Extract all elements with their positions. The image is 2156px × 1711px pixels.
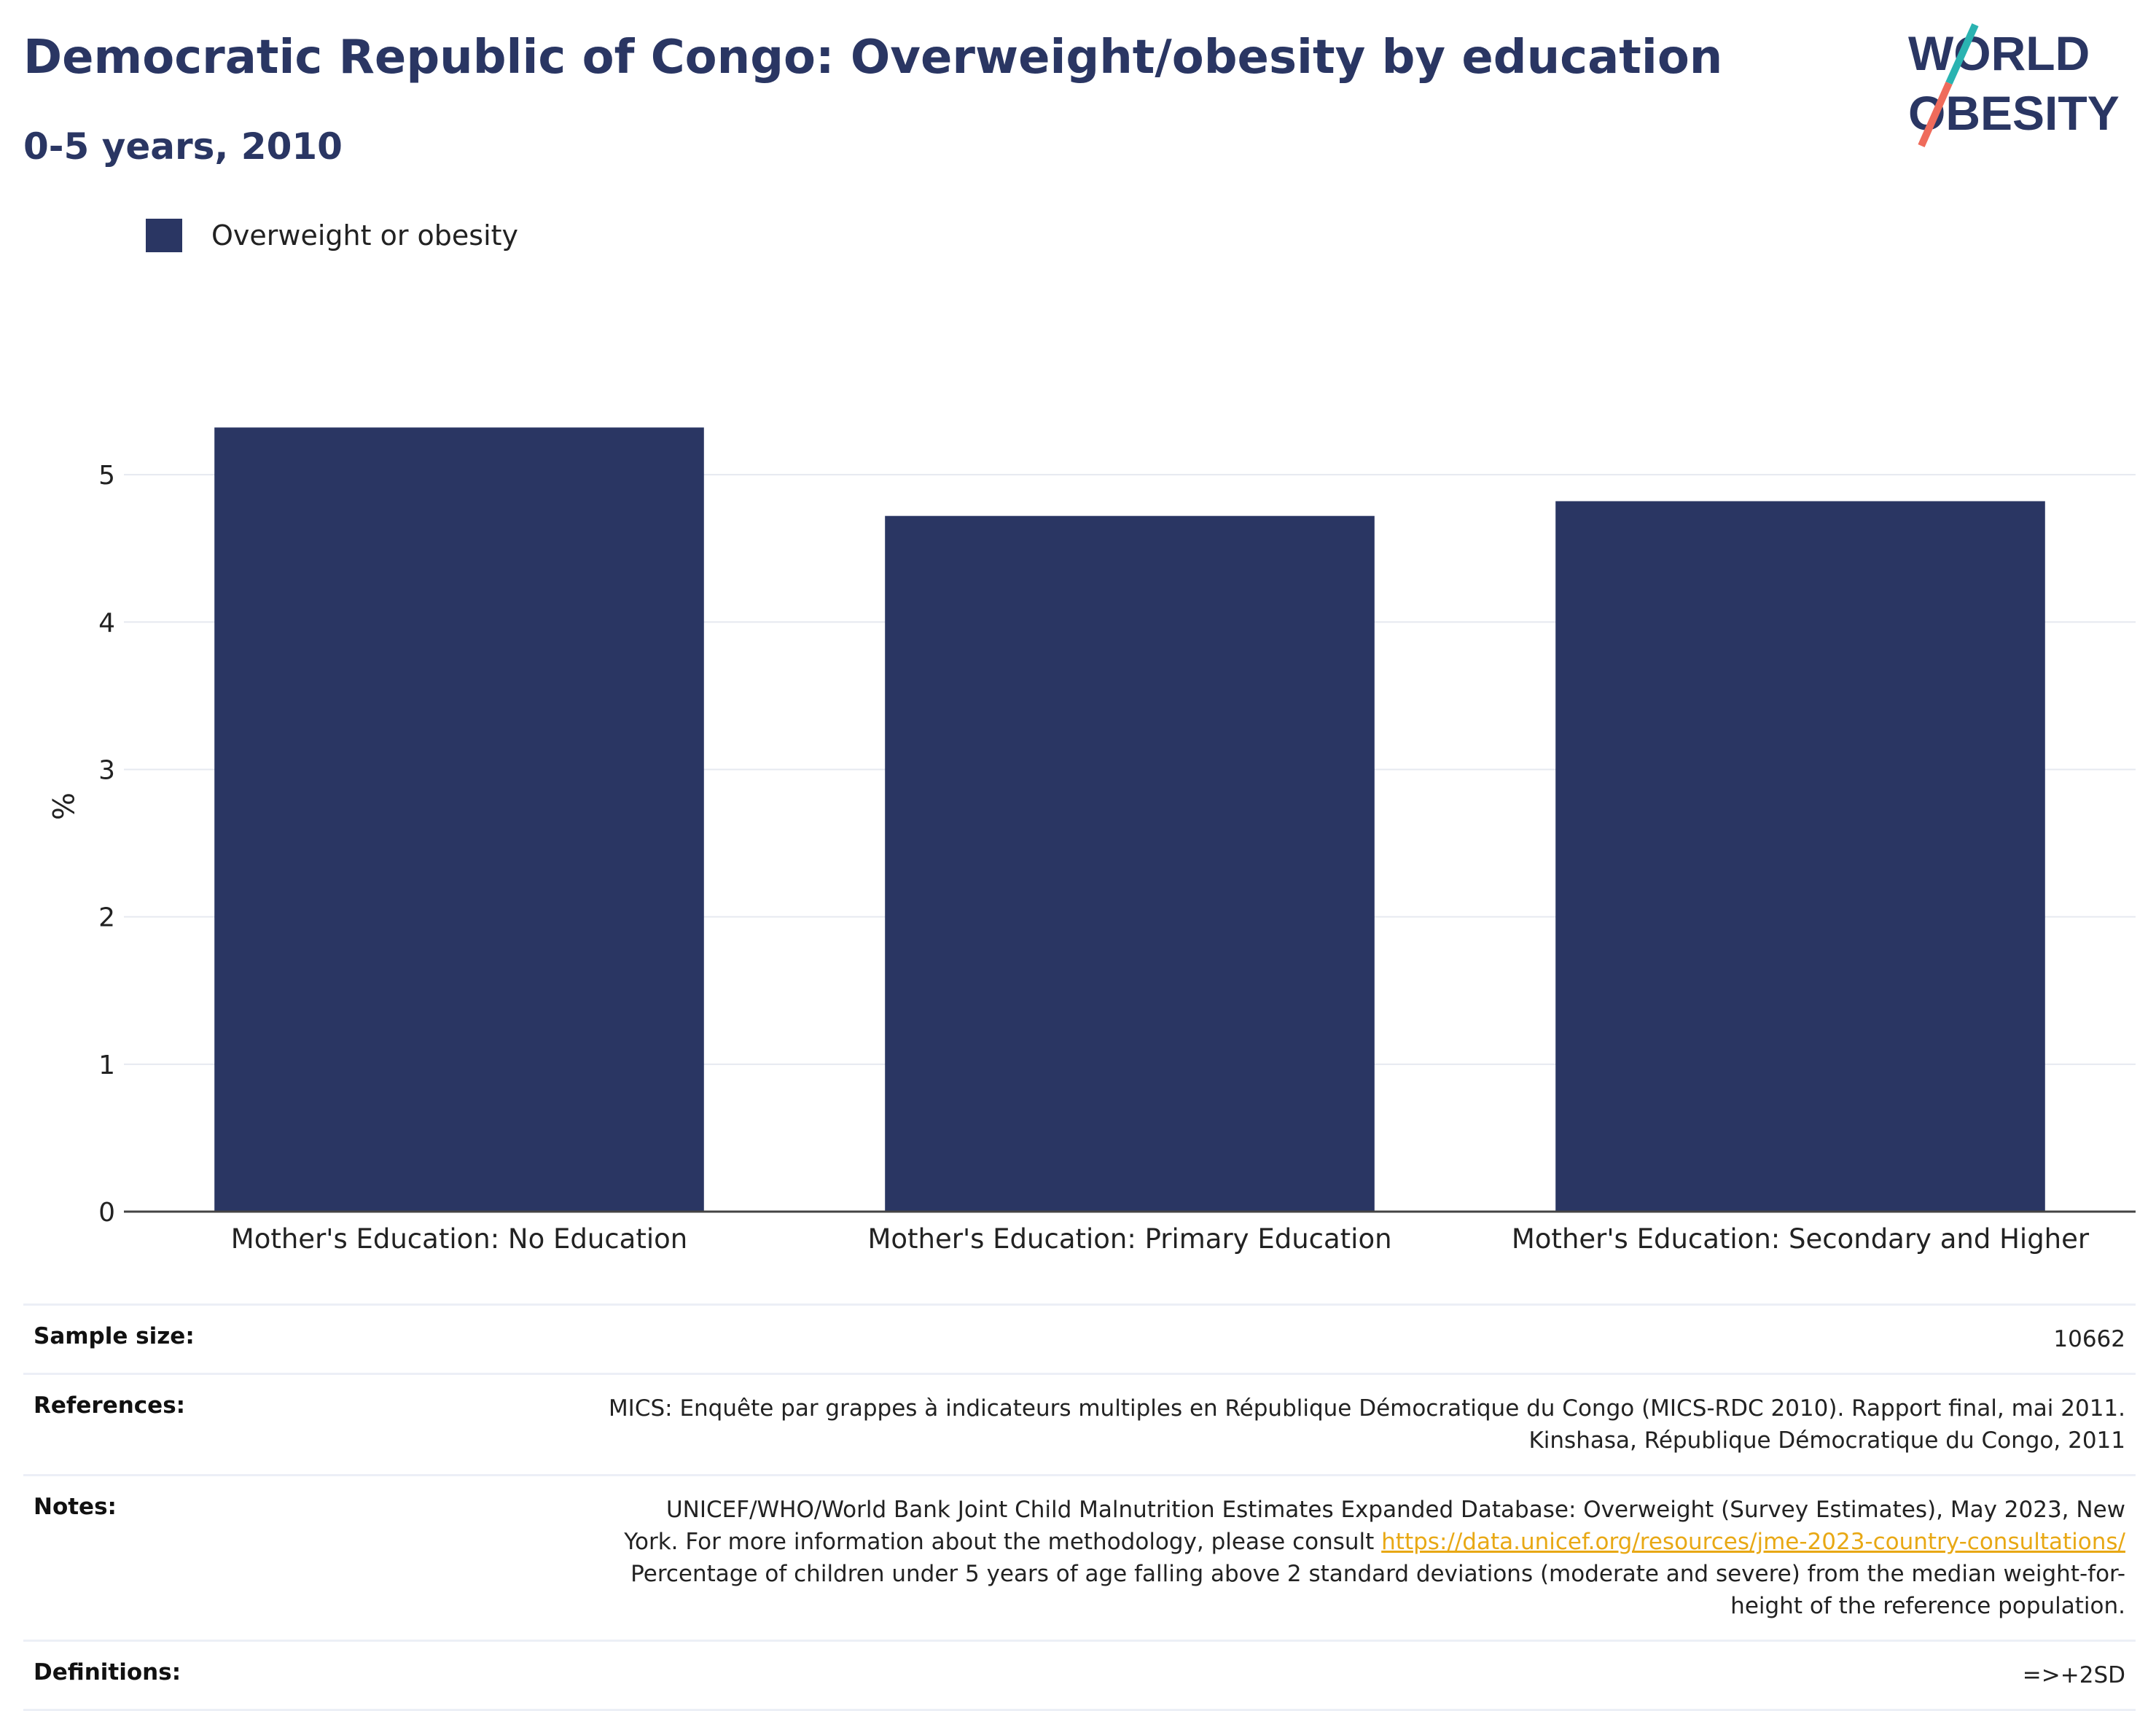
bar <box>885 515 1375 1212</box>
references-value: MICS: Enquête par grappes à indicateurs … <box>340 1392 2125 1457</box>
row-definitions: Definitions: =>+2SD <box>23 1640 2136 1711</box>
row-notes: Notes: UNICEF/WHO/World Bank Joint Child… <box>23 1474 2136 1640</box>
notes-line-3: Percentage of children under 5 years of … <box>630 1561 2125 1587</box>
notes-line-2: York. For more information about the met… <box>340 1526 2125 1558</box>
legend-label: Overweight or obesity <box>211 219 519 252</box>
definitions-label: Definitions: <box>34 1659 181 1685</box>
x-tick-label: Mother's Education: Primary Education <box>867 1223 1391 1255</box>
y-tick-label: 3 <box>98 755 115 785</box>
y-tick-label: 5 <box>98 461 115 491</box>
y-tick-label: 4 <box>98 608 115 638</box>
chart-title: Democratic Republic of Congo: Overweight… <box>23 31 1723 85</box>
sample-size-label: Sample size: <box>34 1323 195 1349</box>
bar-chart: 0 1 2 3 4 5% Mother's Education: No Education M… <box>45 427 2136 1255</box>
world-obesity-logo[interactable]: WORLD OBESITY <box>1895 20 2143 159</box>
references-line-2: Kinshasa, République Démocratique du Con… <box>1528 1427 2125 1454</box>
y-axis-label: % <box>45 792 79 820</box>
bar <box>214 427 704 1212</box>
notes-line-1: UNICEF/WHO/World Bank Joint Child Malnut… <box>665 1497 2125 1523</box>
chart-subtitle: 0-5 years, 2010 <box>23 125 343 168</box>
legend[interactable]: Overweight or obesity <box>146 219 518 252</box>
notes-value: UNICEF/WHO/World Bank Joint Child Malnut… <box>340 1494 2125 1622</box>
references-line-1: MICS: Enquête par grappes à indicateurs … <box>608 1395 2125 1422</box>
y-tick-label: 2 <box>98 903 115 933</box>
notes-line-4: height of the reference population. <box>1730 1593 2125 1619</box>
sample-size-value: 10662 <box>2053 1326 2125 1352</box>
references-label: References: <box>34 1392 186 1419</box>
notes-label: Notes: <box>34 1494 117 1520</box>
x-tick-label: Mother's Education: Secondary and Higher <box>1512 1223 2090 1255</box>
row-references: References: MICS: Enquête par grappes à … <box>23 1373 2136 1474</box>
legend-swatch <box>146 219 182 252</box>
y-tick-label: 1 <box>98 1051 115 1080</box>
svg-text:OBESITY: OBESITY <box>1908 86 2120 140</box>
row-sample-size: Sample size: 10662 <box>23 1303 2136 1373</box>
y-tick-label: 0 <box>98 1198 115 1228</box>
info-table: Sample size: 10662 References: MICS: Enq… <box>23 1303 2136 1711</box>
methodology-link[interactable]: https://data.unicef.org/resources/jme-20… <box>1381 1529 2125 1555</box>
x-tick-label: Mother's Education: No Education <box>231 1223 687 1255</box>
bar <box>1555 501 2045 1212</box>
notes-line-2-text: York. For more information about the met… <box>624 1529 1382 1555</box>
definitions-value: =>+2SD <box>2022 1662 2125 1688</box>
svg-text:WORLD: WORLD <box>1908 26 2090 80</box>
